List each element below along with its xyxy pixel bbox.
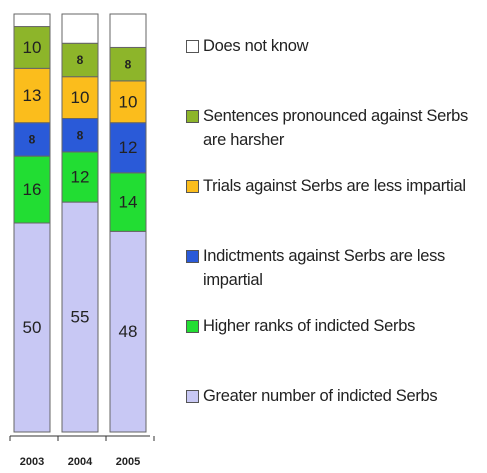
legend-swatch [186,40,199,53]
bar-segment [13,155,51,224]
bar-segment [109,230,147,433]
bar-segment [61,201,99,433]
data-label: 10 [23,38,42,57]
legend-swatch [186,250,199,263]
bar-segment [13,67,51,124]
bar-segment [13,122,51,157]
legend-item: Indictments against Serbs are less impar… [186,244,482,292]
data-label: 55 [71,308,90,327]
legend-item: Sentences pronounced against Serbs are h… [186,104,482,152]
bar-segment [61,118,99,153]
bar-segment [109,46,147,82]
legend-label: Higher ranks of indicted Serbs [203,317,416,335]
legend-label: Indictments against Serbs are less impar… [203,247,446,289]
bar-segment [61,42,99,78]
bar-segment [13,13,51,28]
legend-swatch [186,110,199,123]
data-label: 12 [119,138,138,157]
bar-segment [61,76,99,119]
legend-swatch [186,390,199,403]
data-label: 12 [71,168,90,187]
legend-label: Sentences pronounced against Serbs are h… [203,107,468,149]
data-label: 16 [23,180,42,199]
data-label: 8 [77,53,84,67]
bar-segment [109,13,147,48]
legend-item: Higher ranks of indicted Serbs [186,314,482,338]
bar-segment [109,172,147,232]
x-tick-label: 2005 [116,456,140,468]
data-label: 10 [71,88,90,107]
legend-item: Trials against Serbs are less impartial [186,174,482,198]
x-tick-label: 2004 [68,456,93,468]
legend-label: Trials against Serbs are less impartial [203,177,466,195]
bar-segment [109,80,147,124]
bar-segment [13,222,51,433]
data-label: 50 [23,318,42,337]
legend-label: Does not know [203,37,309,55]
data-label: 10 [119,92,138,111]
bar-segment [61,13,99,44]
data-label: 13 [23,86,42,105]
legend-swatch [186,180,199,193]
bar-segment [61,151,99,203]
legend-label: Greater number of indicted Serbs [203,387,438,405]
data-label: 8 [77,128,84,142]
legend-item: Greater number of indicted Serbs [186,384,482,408]
legend-item: Does not know [186,34,482,58]
data-label: 14 [119,193,138,212]
data-label: 8 [125,57,132,71]
legend-swatch [186,320,199,333]
bar-segment [109,122,147,174]
data-label: 48 [119,322,138,341]
bar-segment [13,26,51,69]
x-tick-label: 2003 [20,456,44,468]
data-label: 8 [29,133,36,147]
